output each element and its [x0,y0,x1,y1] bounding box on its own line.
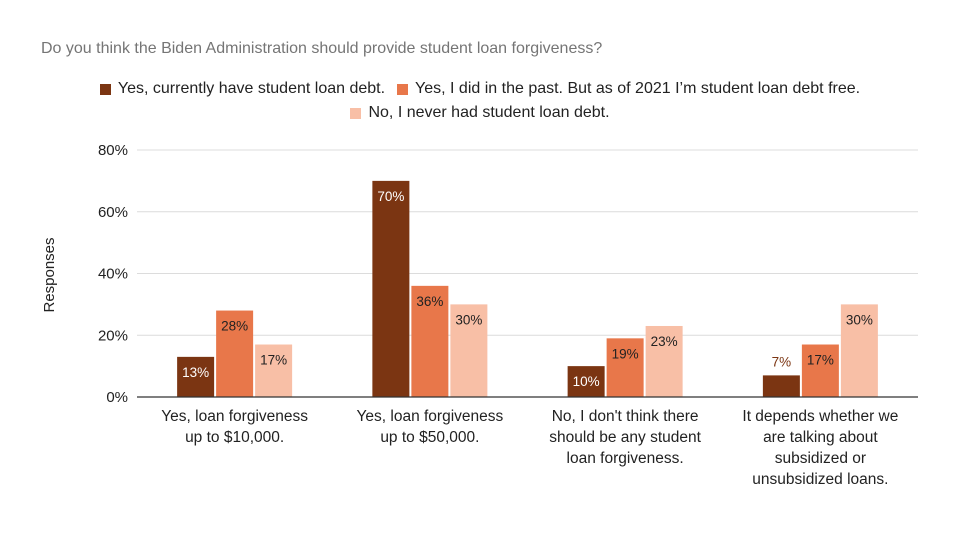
legend-swatch-past-debt [397,83,409,95]
y-tick-label: 0% [106,389,128,406]
bar [450,304,488,397]
y-axis-title: Responses [41,237,58,312]
y-tick-label: 40% [98,266,128,283]
data-label: 36% [416,294,443,309]
x-tick-label: It depends whether we [742,408,898,425]
x-tick-label: up to $10,000. [185,429,284,446]
y-tick-label: 20% [98,327,128,344]
legend-row-2: No, I never had student loan debt. [0,102,960,124]
data-label: 17% [807,353,834,368]
legend-label-never-debt: No, I never had student loan debt. [368,104,610,121]
data-label: 28% [221,319,248,334]
bar [372,180,410,397]
bar [801,344,839,397]
x-tick-label: unsubsidized loans. [752,471,888,488]
bar [567,366,605,397]
legend-swatch-current-debt [99,83,111,95]
x-tick-label: loan forgiveness. [567,450,684,467]
x-tick-label: up to $50,000. [380,429,479,446]
chart-title: Do you think the Biden Administration sh… [41,40,603,57]
data-label: 30% [455,312,482,327]
chart-legend: Yes, currently have student loan debt. Y… [0,78,960,124]
bar [840,304,878,397]
y-tick-label: 80% [98,142,128,159]
bar [216,310,254,397]
x-tick-label: are talking about [763,429,878,446]
bar [255,344,293,397]
legend-item-past-debt: Yes, I did in the past. But as of 2021 I… [397,80,860,98]
data-label: 30% [846,312,873,327]
x-tick-label: No, I don't think there [552,408,699,425]
bar [606,338,644,397]
legend-label-current-debt: Yes, currently have student loan debt. [117,80,386,97]
bar [411,285,449,397]
x-tick-label: subsidized or [775,450,866,467]
x-tick-label: should be any student [549,429,701,446]
data-label: 23% [651,334,678,349]
x-tick-label: Yes, loan forgiveness [161,408,308,425]
data-label: 19% [612,346,639,361]
y-tick-label: 60% [98,204,128,221]
x-tick-label: Yes, loan forgiveness [356,408,503,425]
legend-item-current-debt: Yes, currently have student loan debt. [99,80,386,98]
legend-item-never-debt: No, I never had student loan debt. [350,104,610,122]
data-label: 70% [377,189,404,204]
legend-row-1: Yes, currently have student loan debt. Y… [0,78,960,100]
bar [645,325,683,397]
data-label: 10% [573,374,600,389]
bar [762,375,800,397]
legend-swatch-never-debt [350,107,362,119]
bar [177,356,215,397]
data-label: 17% [260,353,287,368]
legend-label-past-debt: Yes, I did in the past. But as of 2021 I… [415,80,861,97]
data-label: 7% [772,354,792,369]
data-label: 13% [182,365,209,380]
